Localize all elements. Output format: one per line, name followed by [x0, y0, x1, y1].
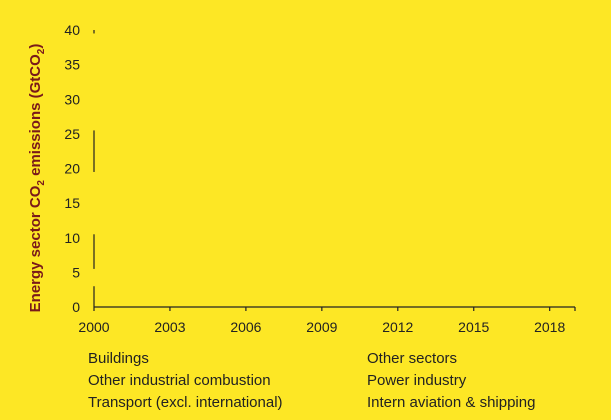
legend-item: Intern aviation & shipping: [367, 394, 536, 411]
y-tick-label: 20: [64, 161, 80, 177]
y-axis-label-part: emissions (GtCO: [27, 54, 44, 180]
y-axis-label-part: 2: [36, 180, 47, 186]
x-tick-label: 2006: [230, 319, 261, 335]
x-tick-label: 2003: [154, 319, 185, 335]
y-tick-label: 15: [64, 195, 80, 211]
legend-item: Other sectors: [367, 350, 458, 367]
y-tick-label: 25: [64, 126, 80, 142]
x-tick-label: 2000: [78, 319, 109, 335]
legend-item: Buildings: [88, 350, 149, 367]
x-axis: 2000 2003 2006 2009 2012 2015 2018: [78, 306, 576, 335]
legend-item: Power industry: [367, 372, 467, 389]
y-tick-label: 30: [64, 91, 80, 107]
legend-item: Transport (excl. international): [88, 394, 283, 411]
y-tick-label: 10: [64, 230, 80, 246]
y-tick-label: 35: [64, 57, 80, 73]
y-axis-label-part: Energy sector CO: [27, 185, 44, 312]
y-axis-label-part: 2: [36, 48, 47, 54]
x-tick-label: 2009: [306, 319, 337, 335]
x-tick-label: 2018: [534, 319, 565, 335]
x-tick-label: 2012: [382, 319, 413, 335]
legend-item: Other industrial combustion: [88, 372, 271, 389]
y-tick-label: 40: [64, 22, 80, 38]
x-tick-label: 2015: [458, 319, 489, 335]
y-tick-label: 5: [72, 264, 80, 280]
y-axis: 0 5 10 15 20 25 30 35 40: [64, 22, 95, 315]
y-tick-label: 0: [72, 299, 80, 315]
y-axis-label: Energy sector CO2 emissions (GtCO2): [27, 44, 47, 313]
y-axis-label-part: ): [27, 44, 44, 49]
